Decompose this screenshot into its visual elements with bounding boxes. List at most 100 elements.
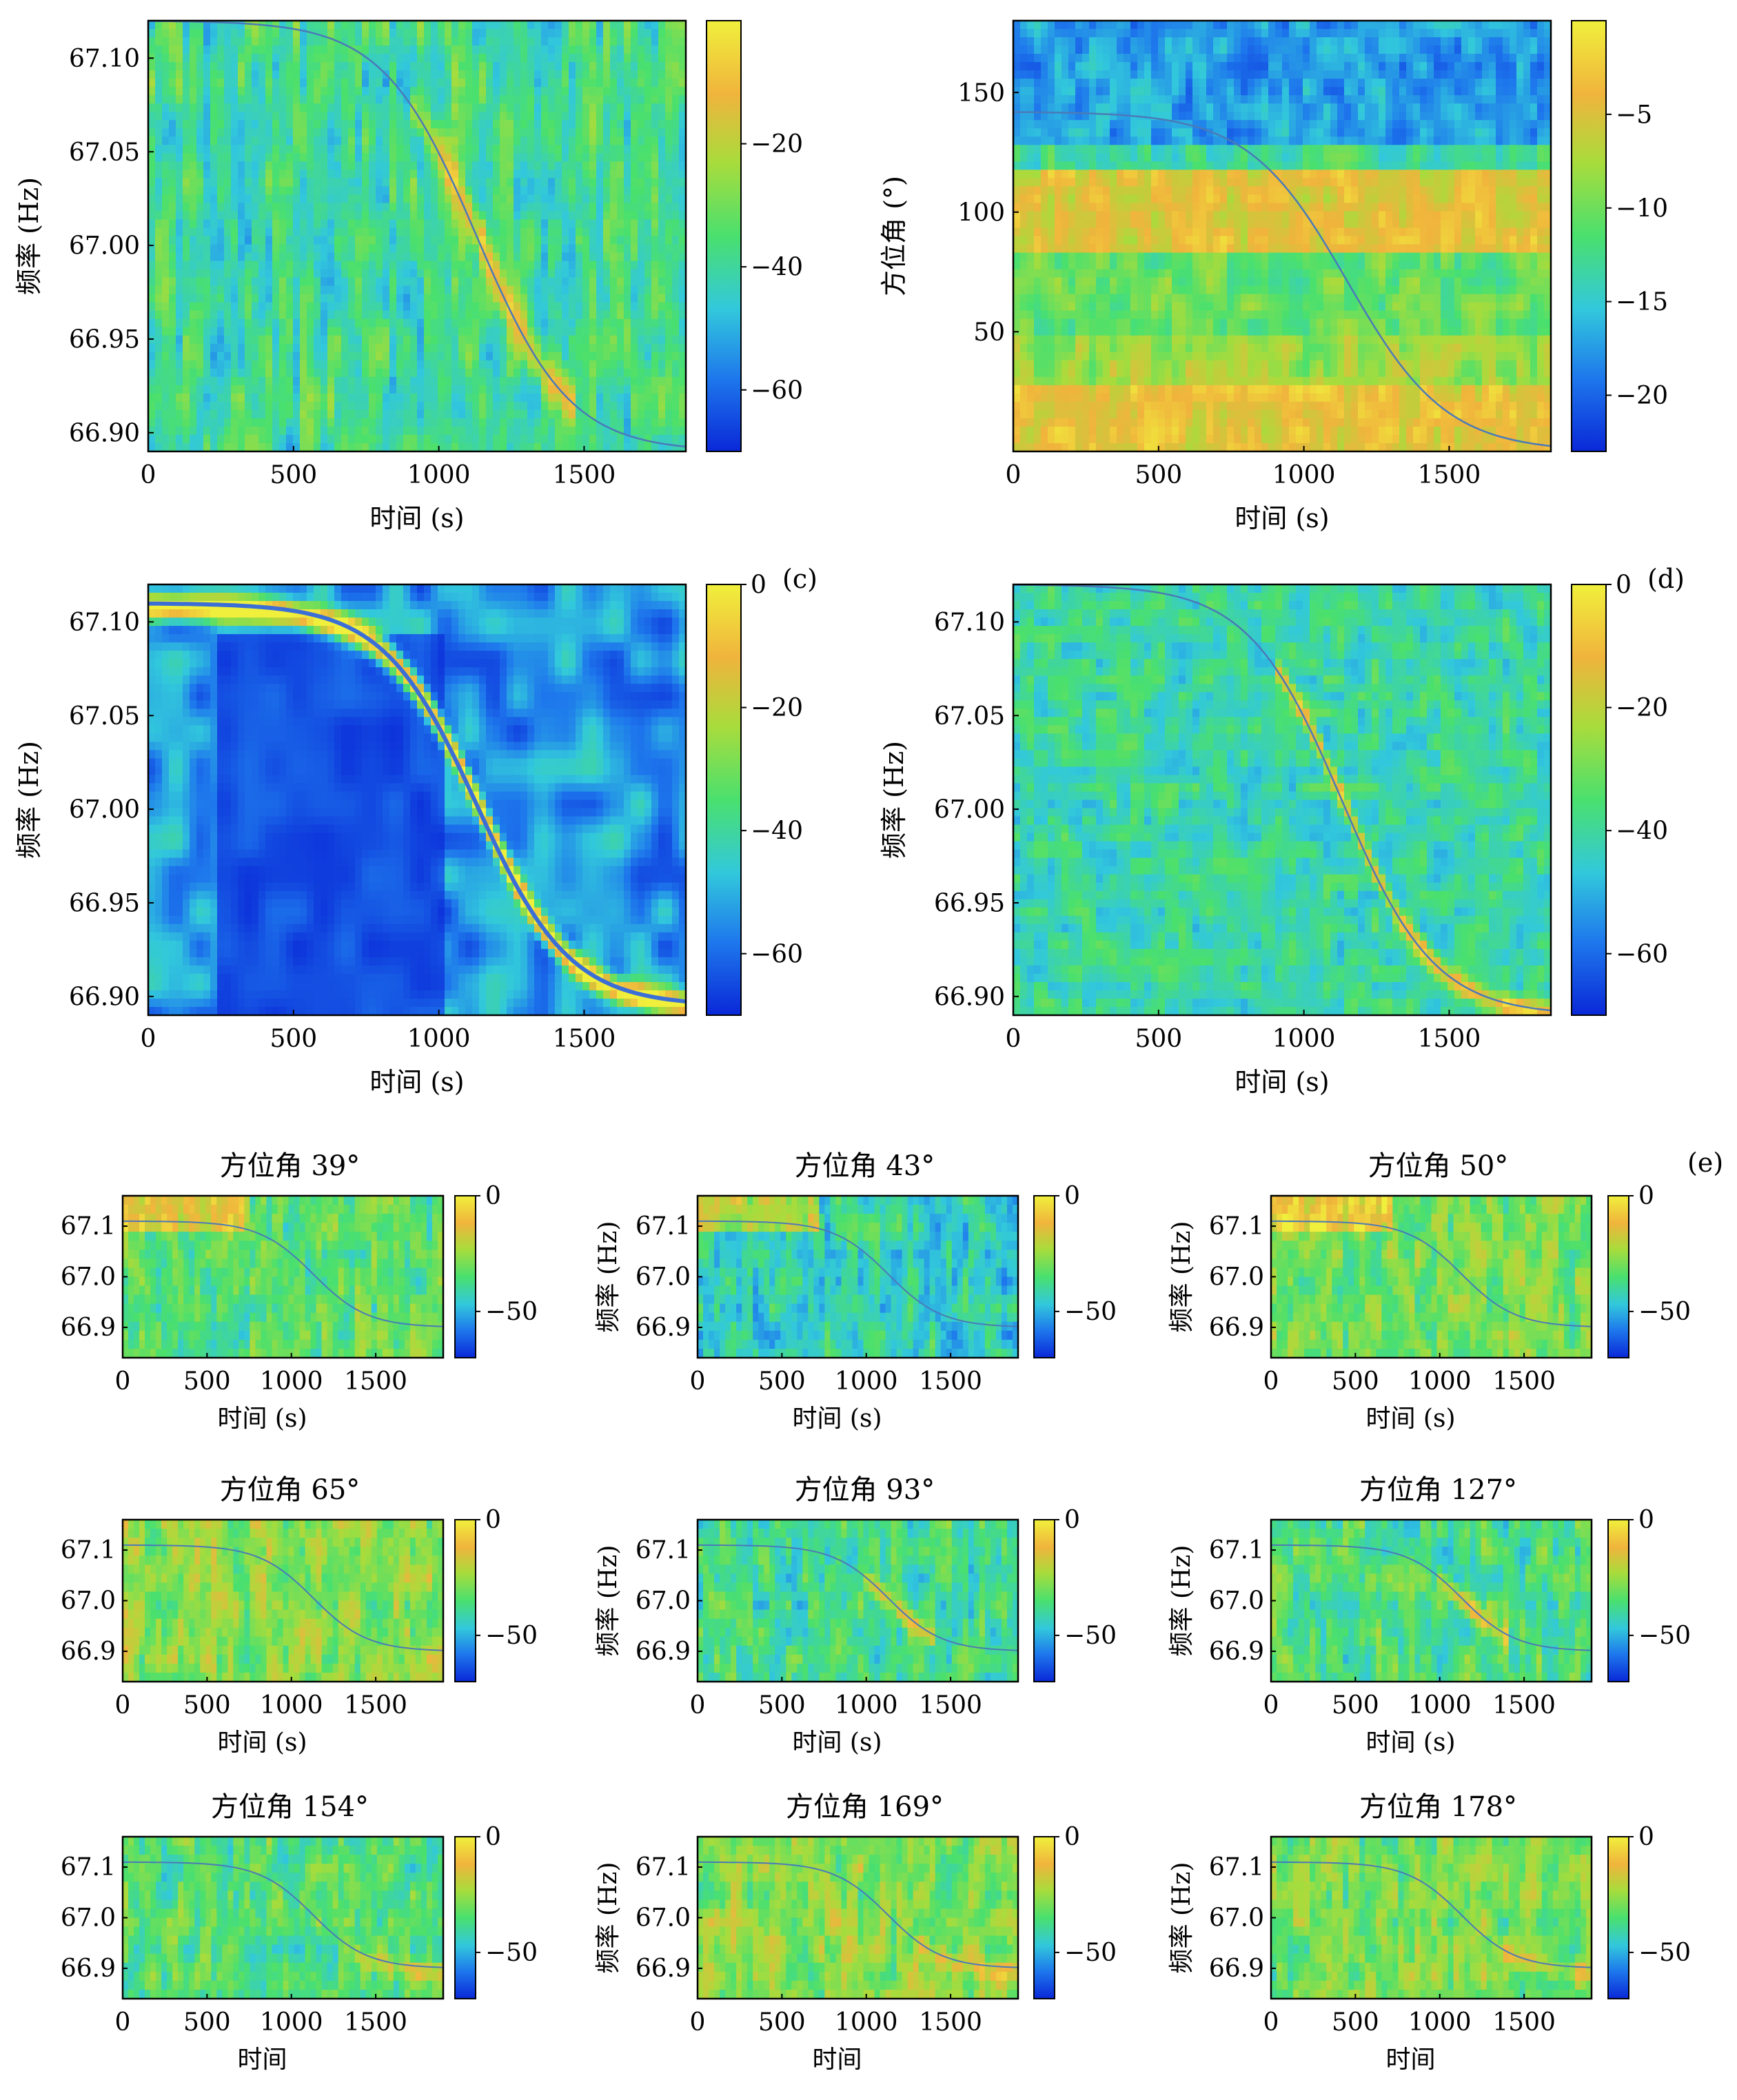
heatmap-cell	[1096, 103, 1104, 112]
heatmap-cell	[1337, 29, 1345, 38]
heatmap-cell	[1213, 62, 1221, 71]
heatmap-cell	[148, 394, 156, 402]
heatmap-cell	[527, 87, 535, 96]
y-tick-label: 66.90	[69, 419, 140, 447]
heatmap-cell	[314, 435, 321, 444]
heatmap-cell	[376, 435, 383, 444]
heatmap-cell	[458, 278, 466, 287]
heatmap-cell	[651, 385, 659, 394]
heatmap-cell	[389, 319, 397, 328]
heatmap-cell	[355, 153, 363, 162]
heatmap-cell	[458, 410, 466, 419]
heatmap-cell	[396, 369, 404, 378]
heatmap-cell	[1344, 95, 1352, 104]
heatmap-cell	[389, 62, 397, 71]
heatmap-cell	[1468, 29, 1476, 38]
heatmap-cell	[500, 186, 507, 195]
heatmap-cell	[472, 128, 480, 137]
heatmap-cell	[217, 319, 225, 328]
heatmap-cell	[396, 344, 404, 353]
heatmap-cell	[369, 294, 376, 303]
heatmap-cell	[334, 344, 342, 353]
heatmap-cell	[1427, 29, 1434, 38]
heatmap-cell	[500, 278, 507, 287]
heatmap-cell	[624, 443, 631, 452]
heatmap-cell	[321, 402, 328, 411]
heatmap-cell	[176, 37, 183, 46]
heatmap-cell	[527, 443, 535, 452]
heatmap-cell	[210, 161, 218, 170]
heatmap-cell	[238, 170, 245, 179]
heatmap-cell	[534, 203, 542, 212]
heatmap-cell	[631, 45, 638, 54]
heatmap-cell	[293, 54, 301, 63]
heatmap-cell	[369, 186, 376, 195]
heatmap-cell	[465, 227, 473, 236]
heatmap-cell	[417, 170, 425, 179]
heatmap-cell	[527, 269, 535, 278]
heatmap-cell	[210, 203, 218, 212]
heatmap-cell	[1296, 95, 1303, 104]
heatmap-cell	[389, 352, 397, 361]
heatmap-cell	[162, 236, 170, 245]
heatmap-cell	[479, 261, 487, 270]
heatmap-cell	[396, 186, 404, 195]
heatmap-cell	[1234, 62, 1241, 71]
heatmap-cell	[224, 402, 232, 411]
heatmap-cell	[314, 394, 321, 402]
heatmap-cell	[300, 70, 307, 79]
heatmap-cell	[389, 178, 397, 187]
heatmap-cell	[327, 128, 335, 137]
heatmap-cell	[265, 161, 273, 170]
heatmap-cell	[389, 227, 397, 236]
heatmap-cell	[1234, 29, 1241, 38]
heatmap-cell	[1130, 37, 1138, 46]
heatmap-cell	[238, 344, 245, 353]
heatmap-cell	[534, 37, 542, 46]
heatmap-cell	[300, 269, 307, 278]
heatmap-cell	[589, 327, 597, 336]
heatmap-cell	[665, 344, 673, 353]
heatmap-cell	[617, 153, 624, 162]
heatmap-cell	[307, 435, 314, 444]
heatmap-cell	[644, 161, 652, 170]
heatmap-cell	[431, 37, 438, 46]
heatmap-cell	[672, 427, 680, 436]
heatmap-cell	[369, 219, 376, 228]
heatmap-cell	[631, 95, 638, 104]
heatmap-cell	[617, 253, 624, 262]
heatmap-cell	[514, 103, 521, 112]
heatmap-cell	[603, 377, 611, 386]
heatmap-cell	[245, 62, 252, 71]
heatmap-cell	[458, 427, 466, 436]
heatmap-cell	[1117, 95, 1124, 104]
heatmap-cell	[238, 369, 245, 378]
heatmap-cell	[355, 227, 363, 236]
heatmap-cell	[472, 79, 480, 88]
heatmap-cell	[562, 360, 569, 369]
heatmap-cell	[155, 435, 163, 444]
heatmap-cell	[1434, 29, 1441, 38]
heatmap-cell	[176, 352, 183, 361]
heatmap-cell	[355, 203, 363, 212]
heatmap-cell	[520, 29, 528, 38]
heatmap-cell	[507, 219, 514, 228]
heatmap-cell	[1275, 54, 1283, 63]
heatmap-cell	[224, 128, 232, 137]
heatmap-cell	[1523, 21, 1531, 30]
heatmap-cell	[176, 394, 183, 402]
heatmap-cell	[355, 128, 363, 137]
heatmap-cell	[1289, 70, 1297, 79]
heatmap-cell	[265, 294, 273, 303]
heatmap-cell	[231, 70, 238, 79]
heatmap-cell	[576, 245, 583, 254]
heatmap-cell	[1399, 54, 1407, 63]
heatmap-cell	[396, 410, 404, 419]
heatmap-cell	[1323, 54, 1331, 63]
heatmap-cell	[624, 377, 631, 386]
heatmap-cell	[445, 253, 452, 262]
heatmap-cell	[231, 62, 238, 71]
heatmap-cell	[231, 261, 238, 270]
heatmap-cell	[569, 170, 576, 179]
heatmap-cell	[1165, 54, 1172, 63]
